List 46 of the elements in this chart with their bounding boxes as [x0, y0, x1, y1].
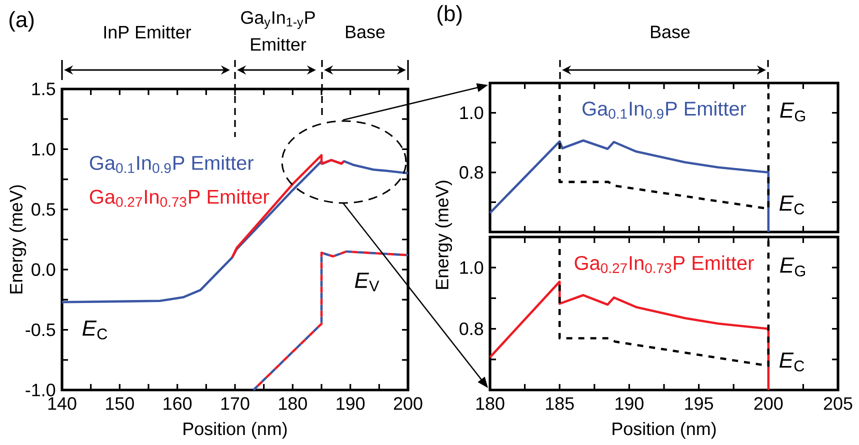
text: Base [346, 26, 385, 38]
x-axis-title: Position (nm) [184, 422, 287, 439]
y-tick-label: -1.0 [26, 384, 56, 396]
annotation: E$_{G}$ [780, 258, 805, 276]
line-series [488, 139, 770, 234]
y-tick-label: 0.5 [32, 203, 56, 216]
x-tick-label: 180 [279, 397, 307, 410]
x-tick-label: 190 [616, 397, 644, 410]
y-tick-label: 1.0 [32, 142, 56, 156]
annotation: E$_{C}$ [779, 196, 804, 214]
annotation: E$_{C}$ [82, 320, 108, 340]
y-axis-title: Energy (meV) [9, 185, 26, 294]
annotation: E$_{G}$ [780, 102, 805, 122]
x-tick-label: 200 [754, 397, 783, 410]
x-tick-label: 150 [106, 397, 134, 410]
y-tick-label: 0.8 [460, 322, 484, 336]
chart-title: (a) [10, 11, 34, 32]
y-axis-title: Energy (meV) [435, 180, 452, 289]
x-tick-label: 180 [476, 397, 504, 410]
text: Ga$_{y}$In$_{1-y}$P Emitter [241, 11, 315, 51]
text: Ga$_{0.1}$In$_{0.9}$P Emitter [90, 155, 254, 174]
y-tick-label: 0.0 [32, 263, 56, 276]
y-tick-label: -0.5 [26, 323, 56, 336]
text: Base [651, 26, 690, 38]
x-tick-label: 170 [221, 397, 250, 410]
series-label: Ga$_{0.27}$In$_{0.73}$P Emitter [90, 189, 269, 207]
x-axis-title: Position (nm) [612, 422, 716, 439]
chart-title: (b) [438, 5, 462, 26]
series-label: Ga$_{0.27}$In$_{0.73}$P Emitter [574, 255, 754, 274]
x-tick-label: 140 [48, 397, 76, 410]
line-series [488, 280, 770, 392]
annotation: E$_{C}$ [779, 352, 804, 372]
y-tick-label: 1.5 [32, 82, 56, 96]
x-tick-label: 160 [164, 397, 192, 410]
y-tick-label: 1.0 [460, 106, 484, 120]
x-tick-label: 200 [394, 397, 422, 410]
y-tick-label: 0.8 [460, 166, 484, 179]
line-series [252, 250, 410, 392]
text: InP Emitter [104, 25, 192, 39]
y-tick-label: 1.0 [460, 261, 484, 274]
x-tick-label: 195 [685, 397, 714, 410]
annotation: E$_{V}$ [354, 272, 380, 292]
series-label: Ga$_{0.1}$In$_{0.9}$P Emitter [582, 101, 746, 119]
x-tick-label: 190 [336, 397, 365, 410]
x-tick-label: 205 [824, 397, 852, 410]
x-tick-label: 185 [546, 397, 574, 410]
